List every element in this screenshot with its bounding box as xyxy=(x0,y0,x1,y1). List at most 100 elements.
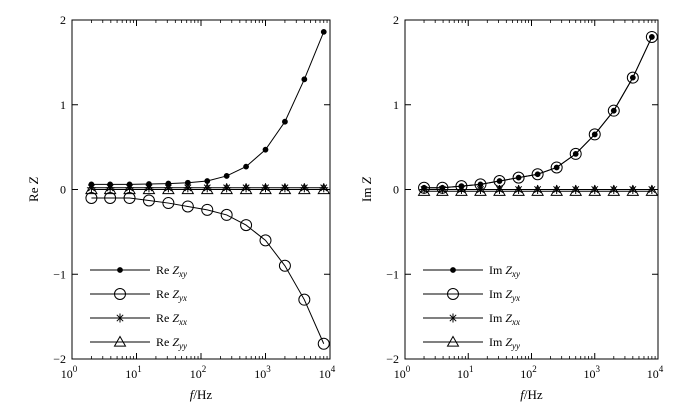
left-point-yx xyxy=(259,234,272,247)
right-point-yy xyxy=(531,184,544,196)
legend-marker xyxy=(115,313,125,323)
left-point-yx xyxy=(298,293,311,306)
left-y-axis-label: Re Z xyxy=(26,176,41,202)
right-point-yx xyxy=(569,147,582,160)
left-point-xy xyxy=(243,163,249,170)
left-point-yy xyxy=(220,182,234,195)
right-point-yx xyxy=(607,104,620,117)
left-point-yx xyxy=(201,203,214,216)
legend-label: Re Zyy xyxy=(156,335,187,351)
y-tick-label: −2 xyxy=(386,352,399,366)
left-point-yy xyxy=(85,182,98,195)
right-y-axis: −2 −1 0 1 2 xyxy=(386,13,658,366)
right-line-yx xyxy=(424,36,653,189)
left-x-axis-label: f/Hz xyxy=(190,387,213,402)
left-legend-entry-yy: Re Zyy xyxy=(90,335,187,351)
right-point-yy xyxy=(417,184,431,196)
left-series-yy xyxy=(85,182,331,195)
left-point-yy xyxy=(123,182,136,195)
left-series-yx xyxy=(85,191,330,350)
left-point-xy xyxy=(301,76,308,83)
right-point-yy xyxy=(607,184,621,196)
right-x-axis: 100 101 102 103 104 xyxy=(394,20,664,381)
right-legend-entry-xy: Im Zxy xyxy=(423,263,520,279)
left-point-yx xyxy=(85,191,98,204)
legend-marker xyxy=(448,313,458,323)
legend-label: Im Zyx xyxy=(489,287,520,303)
left-point-yy xyxy=(181,182,195,195)
right-series-yx xyxy=(418,30,658,194)
legend-marker xyxy=(447,288,459,300)
right-legend-entry-yy: Im Zyy xyxy=(423,335,520,351)
right-point-yy xyxy=(569,184,583,196)
y-tick-label: −1 xyxy=(53,267,66,281)
right-point-yy xyxy=(588,184,602,196)
y-tick-label: −2 xyxy=(53,352,66,366)
left-point-yy xyxy=(103,182,117,195)
right-legend-entry-xx: Im Zxx xyxy=(423,311,520,327)
left-point-yx xyxy=(220,208,233,221)
right-point-yy xyxy=(512,184,525,196)
x-tick-label: 100 xyxy=(61,364,78,381)
right-point-yx xyxy=(588,128,601,141)
x-tick-label: 101 xyxy=(457,364,474,381)
right-point-yx xyxy=(531,168,544,181)
y-tick-label: 1 xyxy=(60,98,66,112)
left-point-yy xyxy=(142,182,156,195)
left-point-yx xyxy=(142,194,155,207)
right-point-yy xyxy=(474,184,487,196)
left-point-yy xyxy=(200,182,214,195)
right-point-yy xyxy=(455,184,468,196)
left-point-yy xyxy=(259,182,272,195)
legend-label: Re Zxy xyxy=(156,263,187,279)
left-point-xy xyxy=(320,28,327,35)
legend-label: Im Zxy xyxy=(489,263,520,279)
right-point-yx xyxy=(550,161,563,174)
y-tick-label: 2 xyxy=(393,13,399,27)
left-legend-entry-yx: Re Zyx xyxy=(90,287,187,303)
right-legend-entry-yx: Im Zyx xyxy=(423,287,520,303)
y-tick-label: −1 xyxy=(386,267,399,281)
left-point-xy xyxy=(223,173,230,179)
x-tick-label: 103 xyxy=(254,364,271,381)
left-point-yx xyxy=(123,191,136,204)
x-tick-label: 102 xyxy=(520,364,537,381)
left-point-yx xyxy=(181,200,194,213)
left-point-yy xyxy=(278,182,292,195)
right-legend: Im Zxy Im Zyx Im Zxx Im Zyy xyxy=(423,263,520,351)
left-point-yy xyxy=(162,182,175,195)
right-point-yy xyxy=(550,184,564,196)
left-point-yx xyxy=(104,191,117,204)
right-point-yx xyxy=(512,171,525,184)
right-series-yy xyxy=(417,184,659,196)
x-tick-label: 103 xyxy=(584,364,601,381)
left-point-yy xyxy=(317,182,331,195)
legend-label: Im Zyy xyxy=(489,335,520,351)
y-tick-label: 1 xyxy=(393,98,399,112)
legend-label: Im Zxx xyxy=(489,311,520,327)
right-point-yx xyxy=(645,30,658,43)
x-tick-label: 102 xyxy=(190,364,207,381)
left-point-yx xyxy=(162,197,175,210)
legend-marker xyxy=(113,335,127,347)
x-tick-label: 101 xyxy=(125,364,142,381)
left-point-xy xyxy=(282,118,288,125)
left-line-xy xyxy=(91,31,325,185)
right-x-axis-label: f/Hz xyxy=(520,387,543,402)
legend-marker xyxy=(117,267,123,273)
y-tick-label: 2 xyxy=(60,13,66,27)
left-point-xy xyxy=(204,178,211,184)
y-tick-label: 0 xyxy=(393,183,399,197)
left-line-yx xyxy=(91,197,325,344)
left-legend-entry-xx: Re Zxx xyxy=(90,311,187,327)
legend-label: Re Zxx xyxy=(156,311,187,327)
left-point-yx xyxy=(240,219,253,232)
right-point-yy xyxy=(436,184,449,196)
x-tick-label: 104 xyxy=(319,364,336,381)
left-point-yx xyxy=(278,259,291,272)
legend-marker xyxy=(446,335,460,347)
y-tick-label: 0 xyxy=(60,183,66,197)
left-legend: Re Zxy Re Zyx Re Zxx Re Zyy xyxy=(90,263,187,351)
